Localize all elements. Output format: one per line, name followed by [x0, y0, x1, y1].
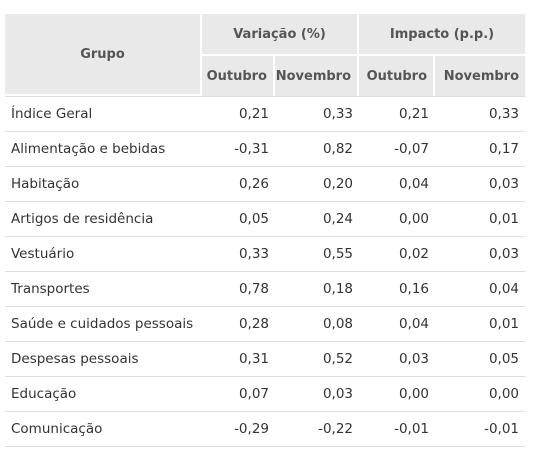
cell-impacto-outubro: 0,04 — [359, 307, 436, 342]
cell-impacto-novembro: 0,03 — [435, 237, 526, 272]
cell-grupo: Transportes — [5, 272, 202, 307]
cell-impacto-novembro: 0,33 — [435, 96, 526, 132]
cell-grupo: Comunicação — [5, 412, 202, 447]
cell-variacao-outubro: 0,33 — [202, 237, 275, 272]
cell-variacao-outubro: 0,05 — [202, 202, 275, 237]
table-row: Despesas pessoais 0,31 0,52 0,03 0,05 — [5, 342, 526, 377]
cell-variacao-outubro: 0,31 — [202, 342, 275, 377]
cell-impacto-novembro: 0,00 — [435, 377, 526, 412]
cell-impacto-outubro: 0,21 — [359, 96, 436, 132]
cell-impacto-novembro: 0,04 — [435, 272, 526, 307]
cell-grupo: Despesas pessoais — [5, 342, 202, 377]
table-body: Índice Geral 0,21 0,33 0,21 0,33 Alimentação … — [5, 96, 526, 447]
cell-variacao-novembro: 0,18 — [275, 272, 360, 307]
table-row: Saúde e cuidados pessoais 0,28 0,08 0,04 0,0… — [5, 307, 526, 342]
cell-variacao-novembro: 0,20 — [275, 167, 360, 202]
cell-impacto-outubro: -0,07 — [359, 132, 436, 167]
cell-variacao-novembro: 0,52 — [275, 342, 360, 377]
header-row-groups: Grupo Variação (%) Impacto (p.p.) — [5, 14, 526, 96]
cell-impacto-outubro: 0,03 — [359, 342, 436, 377]
cell-grupo: Artigos de residência — [5, 202, 202, 237]
cell-variacao-outubro: 0,26 — [202, 167, 275, 202]
cell-variacao-novembro: 0,55 — [275, 237, 360, 272]
cell-variacao-novembro: 0,08 — [275, 307, 360, 342]
table-row: Transportes 0,78 0,18 0,16 0,04 — [5, 272, 526, 307]
cell-variacao-novembro: 0,03 — [275, 377, 360, 412]
cell-impacto-outubro: 0,00 — [359, 202, 436, 237]
cell-variacao-outubro: 0,21 — [202, 96, 275, 132]
cell-impacto-outubro: 0,02 — [359, 237, 436, 272]
cell-variacao-outubro: -0,31 — [202, 132, 275, 167]
cell-impacto-novembro: 0,05 — [435, 342, 526, 377]
cell-variacao-novembro: 0,82 — [275, 132, 360, 167]
cell-variacao-outubro: 0,07 — [202, 377, 275, 412]
table-row: Artigos de residência 0,05 0,24 0,00 0,01 — [5, 202, 526, 237]
cell-variacao-novembro: 0,24 — [275, 202, 360, 237]
cell-impacto-novembro: 0,17 — [435, 132, 526, 167]
header-variacao-novembro: Novembro — [275, 56, 360, 96]
cell-variacao-outubro: 0,28 — [202, 307, 275, 342]
cell-impacto-outubro: 0,16 — [359, 272, 436, 307]
cell-impacto-novembro: 0,01 — [435, 202, 526, 237]
table-row: Alimentação e bebidas -0,31 0,82 -0,07 0,17 — [5, 132, 526, 167]
table-row: Educação 0,07 0,03 0,00 0,00 — [5, 377, 526, 412]
cell-grupo: Educação — [5, 377, 202, 412]
table-header: Grupo Variação (%) Impacto (p.p.) Outubr… — [5, 14, 526, 96]
cell-impacto-outubro: -0,01 — [359, 412, 436, 447]
table-row: Habitação 0,26 0,20 0,04 0,03 — [5, 167, 526, 202]
cell-impacto-outubro: 0,00 — [359, 377, 436, 412]
ipca-groups-table: Grupo Variação (%) Impacto (p.p.) Outubr… — [5, 14, 526, 447]
table-row: Comunicação -0,29 -0,22 -0,01 -0,01 — [5, 412, 526, 447]
table-row: Vestuário 0,33 0,55 0,02 0,03 — [5, 237, 526, 272]
cell-impacto-novembro: -0,01 — [435, 412, 526, 447]
cell-impacto-novembro: 0,03 — [435, 167, 526, 202]
header-impacto: Impacto (p.p.) — [359, 14, 526, 56]
header-grupo: Grupo — [5, 14, 202, 96]
cell-impacto-outubro: 0,04 — [359, 167, 436, 202]
cell-grupo: Índice Geral — [5, 96, 202, 132]
cell-grupo: Alimentação e bebidas — [5, 132, 202, 167]
header-row-months: Outubro Novembro Outubro Novembro — [5, 56, 526, 96]
header-variacao: Variação (%) — [202, 14, 360, 56]
header-variacao-outubro: Outubro — [202, 56, 275, 96]
cell-variacao-outubro: 0,78 — [202, 272, 275, 307]
cell-variacao-novembro: 0,33 — [275, 96, 360, 132]
cell-variacao-outubro: -0,29 — [202, 412, 275, 447]
cell-grupo: Saúde e cuidados pessoais — [5, 307, 202, 342]
table-row: Índice Geral 0,21 0,33 0,21 0,33 — [5, 96, 526, 132]
header-impacto-novembro: Novembro — [435, 56, 526, 96]
cell-impacto-novembro: 0,01 — [435, 307, 526, 342]
cell-grupo: Vestuário — [5, 237, 202, 272]
cell-variacao-novembro: -0,22 — [275, 412, 360, 447]
header-impacto-outubro: Outubro — [359, 56, 436, 96]
cell-grupo: Habitação — [5, 167, 202, 202]
